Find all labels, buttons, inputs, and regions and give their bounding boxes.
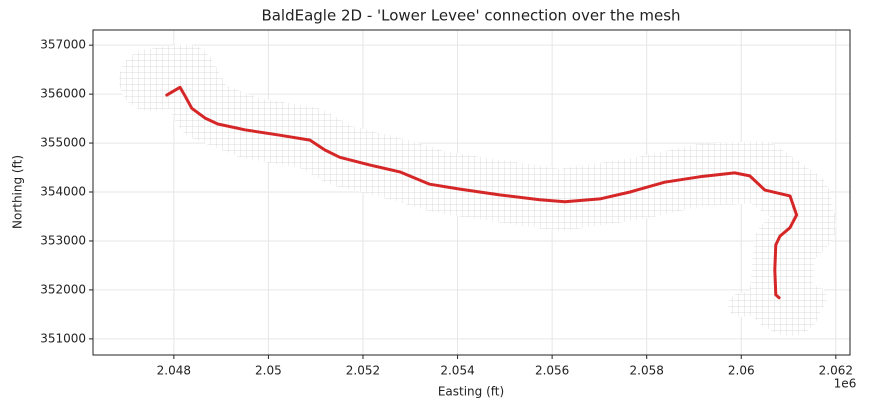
x-tick-label: 2.05 — [255, 364, 282, 378]
mesh — [119, 44, 836, 336]
y-tick-label: 355000 — [40, 136, 86, 150]
y-tick-label: 351000 — [40, 331, 86, 345]
x-tick-label: 2.054 — [440, 364, 474, 378]
x-offset-label: 1e6 — [834, 377, 857, 391]
y-tick-label: 356000 — [40, 87, 86, 101]
y-tick-label: 353000 — [40, 233, 86, 247]
levee-line — [165, 85, 799, 300]
chart-title: BaldEagle 2D - 'Lower Levee' connection … — [261, 7, 680, 25]
x-tick-label: 2.062 — [819, 364, 853, 378]
x-axis-label: Easting (ft) — [438, 385, 504, 399]
x-tick-label: 2.06 — [728, 364, 755, 378]
x-tick-label: 2.052 — [346, 364, 380, 378]
y-tick-label: 354000 — [40, 185, 86, 199]
x-tick-label: 2.058 — [630, 364, 664, 378]
x-tick-label: 2.056 — [535, 364, 569, 378]
y-tick-label: 357000 — [40, 38, 86, 52]
y-axis-label: Northing (ft) — [11, 155, 25, 229]
x-tick-label: 2.048 — [157, 364, 191, 378]
y-tick-label: 352000 — [40, 282, 86, 296]
